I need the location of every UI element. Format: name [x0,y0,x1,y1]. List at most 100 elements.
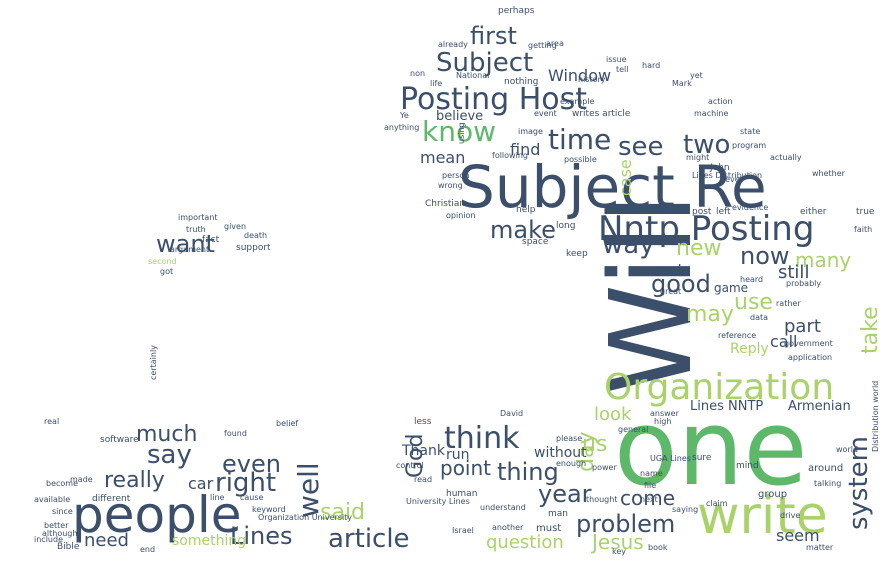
word-saying: saying [672,506,698,514]
word-application: application [788,354,832,362]
word-using: using [458,122,466,144]
word-rather: rather [776,300,801,308]
word-next: next [640,496,658,504]
word-matter: matter [806,544,833,552]
word-history: history [578,76,606,84]
word-time: time [548,126,611,154]
word-uga: UGA Lines [650,455,691,463]
word-run: run [446,448,470,462]
word-following: following [492,152,528,160]
word-thought: thought [586,496,617,504]
word-talking: talking [814,480,841,488]
word-bible: Bible [57,543,79,552]
word-much: much [136,424,197,446]
word-end: end [140,546,155,554]
word-anything: anything [384,124,419,132]
word-sure: sure [692,454,711,463]
word-drive: drive [780,512,800,520]
word-armenian: Armenian [788,400,851,413]
word-since: since [52,508,73,516]
word-belief: belief [276,420,298,428]
word-possible: possible [564,156,597,164]
word-true: true [856,208,874,217]
word-organization-university: Organization University [258,514,352,522]
word-probably: probably [786,280,821,288]
word-either: either [800,208,827,217]
word-heard: heard [740,276,763,284]
word-general: general [618,426,648,434]
word-book: book [648,544,668,552]
word-mind: mind [736,462,759,471]
word-university-lines: University Lines [406,498,470,506]
word-important: important [178,214,218,222]
word-car: car [188,476,213,492]
word-ye: Ye [400,112,409,120]
word-example: example [560,98,594,106]
word-national: National [456,72,489,80]
word-posting-host: Posting Host [400,85,587,115]
word-read: read [414,476,432,484]
word-image: image [518,128,543,136]
word-mark: Mark [672,80,692,88]
word-name: name [640,470,663,478]
word-issue: issue [606,56,627,64]
word-matthew: Matthew [638,206,673,214]
word-evidence: evidence [732,204,768,212]
word-use: use [734,292,773,314]
word-different: different [92,495,130,504]
word-work: work [652,264,686,278]
word-great: great [660,288,681,296]
word-another: another [492,524,523,532]
word-may: may [686,304,734,326]
word-got: got [160,268,173,276]
word-without: without [534,446,587,460]
word-faith: faith [854,226,872,234]
word-article: article [328,526,410,552]
word-reference: reference [718,332,756,340]
word-found: found [224,430,247,438]
word-state: state [740,128,760,136]
word-take: take [860,306,882,354]
word-tell: tell [616,66,629,74]
word-world: world [836,446,858,454]
word-thank: Thank [402,444,445,458]
word-certainly: certainly [150,345,158,380]
word-program: program [732,142,766,150]
word-become: become [46,480,78,488]
word-help: help [516,206,535,215]
word-real: real [44,418,59,426]
word-believe: believe [436,110,483,123]
word-software: software [100,436,139,445]
word-truth: truth [186,226,206,234]
word-action: action [708,98,733,106]
word-year: year [538,482,592,506]
word-support: support [236,244,271,253]
word-file: file [644,482,656,490]
word-post: post [692,208,711,217]
word-wrong: wrong [438,182,463,190]
word-really: really [104,470,165,492]
word-case: case [618,159,634,196]
word-opinion: opinion [446,212,475,220]
word-fact: fact [202,236,219,245]
word-reply: Reply [730,342,769,356]
word-long: long [556,222,575,231]
word-way: way [602,232,655,258]
word-already: already [438,41,468,49]
word-david: David [500,410,523,418]
word-distribution-world: Distribution world [872,381,880,452]
word-hard: hard [642,62,660,70]
word-nothing: nothing [504,78,538,87]
word-might: might [686,154,709,162]
word-government: government [784,340,833,348]
word-death: death [244,232,267,240]
word-christian: Christian [425,200,465,209]
word-well: well [295,462,323,518]
word-group: group [758,490,787,500]
word-given: given [224,223,246,231]
word-never: never [720,176,743,184]
word-need: need [84,532,129,550]
word-question: question [486,534,564,552]
word-perhaps: perhaps [498,7,534,16]
word-israel: Israel [452,527,474,535]
